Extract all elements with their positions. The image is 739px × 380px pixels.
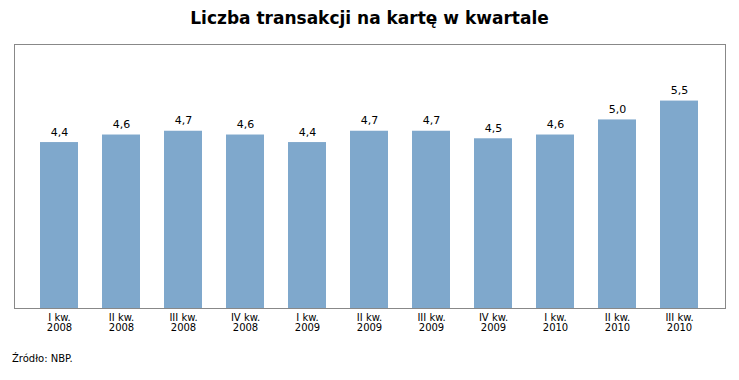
svg-text:4,6: 4,6 bbox=[547, 118, 565, 131]
svg-text:III kw.2008: III kw.2008 bbox=[169, 312, 197, 333]
svg-text:I kw.2008: I kw.2008 bbox=[47, 312, 72, 333]
svg-text:4,6: 4,6 bbox=[113, 118, 131, 131]
svg-text:5,5: 5,5 bbox=[671, 84, 689, 97]
svg-text:II kw.2008: II kw.2008 bbox=[109, 312, 134, 333]
svg-text:5,0: 5,0 bbox=[609, 103, 627, 116]
svg-text:II kw.2010: II kw.2010 bbox=[605, 312, 630, 333]
svg-text:III kw.2009: III kw.2009 bbox=[417, 312, 445, 333]
svg-text:4,5: 4,5 bbox=[485, 122, 503, 135]
svg-text:4,6: 4,6 bbox=[237, 118, 255, 131]
svg-text:4,4: 4,4 bbox=[299, 126, 317, 139]
svg-text:II kw.2009: II kw.2009 bbox=[357, 312, 382, 333]
svg-text:I kw.2010: I kw.2010 bbox=[543, 312, 568, 333]
html-text:Liczba transakcji na kartę w k: Liczba transakcji na kartę w kwartale bbox=[190, 8, 549, 28]
svg-text:4,4: 4,4 bbox=[51, 126, 69, 139]
svg-text:III kw.2010: III kw.2010 bbox=[665, 312, 693, 333]
html-text:Źródło: NBP.: Źródło: NBP. bbox=[12, 353, 73, 364]
svg-text:I kw.2009: I kw.2009 bbox=[295, 312, 320, 333]
svg-text:IV kw.2009: IV kw.2009 bbox=[479, 312, 508, 333]
svg-text:IV kw.2008: IV kw.2008 bbox=[231, 312, 260, 333]
svg-text:4,7: 4,7 bbox=[361, 114, 379, 127]
svg-text:4,7: 4,7 bbox=[423, 114, 441, 127]
svg-text:4,7: 4,7 bbox=[175, 114, 193, 127]
